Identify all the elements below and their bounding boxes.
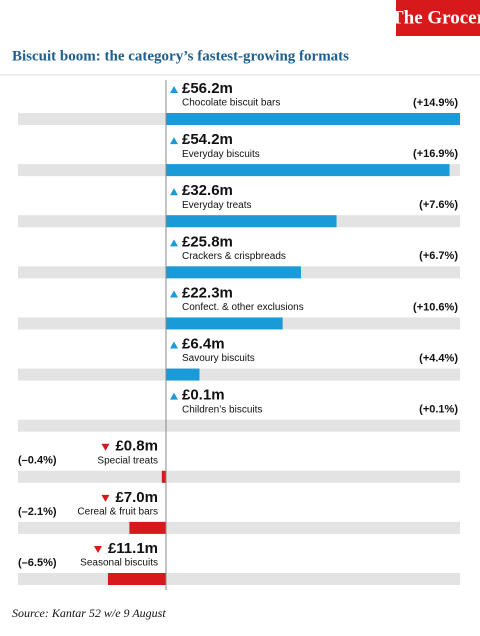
- category-label: Crackers & crispbreads: [182, 251, 286, 262]
- growth-label: (+0.1%): [419, 404, 458, 416]
- growth-label: (+7.6%): [419, 199, 458, 211]
- growth-label: (+6.7%): [419, 250, 458, 262]
- trend-arrow: [170, 137, 178, 145]
- bar: [107, 573, 166, 585]
- category-label: Confect. & other exclusions: [182, 302, 304, 313]
- growth-label: (+4.4%): [419, 352, 458, 364]
- trend-arrow: [93, 546, 102, 553]
- trend-arrow: [170, 188, 178, 196]
- growth-label: (–0.4%): [18, 455, 57, 467]
- growth-label: (+10.6%): [413, 301, 458, 313]
- trend-arrow: [101, 494, 110, 502]
- trend-arrow: [170, 341, 178, 349]
- growth-label: (–2.1%): [18, 506, 57, 518]
- value-label: £54.2m: [182, 131, 233, 148]
- bar-track: [18, 521, 460, 534]
- trend-arrow: [170, 86, 178, 93]
- bar-track: [18, 573, 460, 585]
- category-label: Seasonal biscuits: [80, 558, 158, 569]
- bar: [166, 113, 460, 125]
- category-label: Special treats: [97, 455, 158, 466]
- brand: The Grocer: [391, 7, 480, 28]
- value-label: £25.8m: [182, 233, 233, 250]
- value-label: £6.4m: [182, 336, 225, 353]
- bar-track: [18, 368, 460, 381]
- trend-arrow: [170, 239, 178, 247]
- bar: [166, 368, 200, 381]
- trend-arrow: [170, 392, 178, 400]
- bar-track: [18, 470, 460, 483]
- value-label: £0.8m: [115, 438, 158, 455]
- value-label: £7.0m: [115, 489, 158, 506]
- bar: [166, 215, 337, 228]
- bar: [161, 470, 166, 483]
- bar-track: [18, 419, 460, 432]
- growth-label: (+16.9%): [413, 148, 458, 160]
- value-label: £11.1m: [108, 540, 158, 557]
- source: Source: Kantar 52 w/e 9 August: [12, 606, 166, 620]
- value-label: £22.3m: [182, 284, 233, 301]
- category-label: Savoury biscuits: [182, 353, 255, 364]
- bar: [166, 317, 283, 330]
- category-label: Chocolate biscuit bars: [182, 98, 280, 109]
- trend-arrow: [170, 290, 178, 298]
- trend-arrow: [101, 443, 110, 451]
- category-label: Children’s biscuits: [182, 404, 262, 415]
- growth-label: (–6.5%): [18, 557, 57, 569]
- brand-badge: [396, 0, 480, 36]
- category-label: Everyday treats: [182, 200, 251, 211]
- chart-title: Biscuit boom: the category’s fastest-gro…: [12, 48, 349, 64]
- value-label: £56.2m: [182, 80, 233, 97]
- bar: [166, 266, 301, 279]
- value-label: £0.1m: [182, 387, 225, 404]
- bar: [129, 521, 166, 534]
- category-label: Everyday biscuits: [182, 149, 260, 160]
- value-label: £32.6m: [182, 182, 233, 199]
- growth-label: (+14.9%): [413, 97, 458, 109]
- bar: [166, 164, 450, 177]
- category-label: Cereal & fruit bars: [77, 507, 158, 518]
